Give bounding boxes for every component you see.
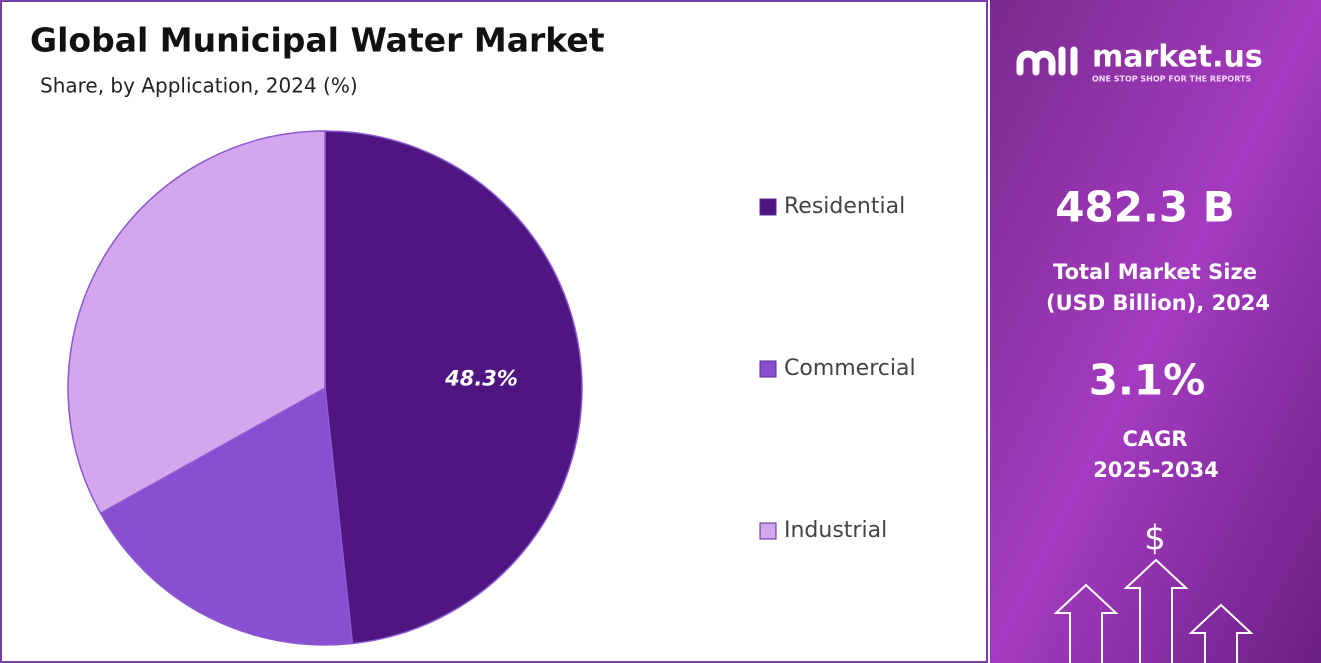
- market-size-label: Total Market Size: [1053, 260, 1257, 284]
- chart-subtitle: Share, by Application, 2024 (%): [40, 74, 358, 98]
- data-label: 48.3%: [444, 367, 518, 391]
- brand-tagline: ONE STOP SHOP FOR THE REPORTS: [1092, 75, 1251, 84]
- cagr-label: 2025-2034: [1093, 458, 1219, 482]
- chart-title: Global Municipal Water Market: [30, 21, 605, 60]
- pie-slice: [99, 386, 354, 646]
- pie: 48.3%: [67, 130, 583, 646]
- brand-name: market.us: [1092, 40, 1263, 75]
- pie-slice: [324, 130, 583, 645]
- legend-label: Commercial: [784, 356, 916, 381]
- legend-swatch: [759, 198, 777, 216]
- pie-slice: [67, 130, 326, 515]
- growth-arrows: [1053, 558, 1254, 663]
- side-panel: [990, 0, 1321, 663]
- cagr-value: 3.1%: [1089, 356, 1205, 405]
- brand-logo: [1016, 46, 1078, 76]
- market-size: 482.3 B: [1055, 183, 1234, 232]
- legend-label: Residential: [784, 194, 905, 219]
- icon-symbol: $: [1144, 519, 1166, 559]
- legend-swatch: [759, 360, 777, 378]
- legend-label: Industrial: [784, 518, 887, 543]
- cagr-label: CAGR: [1122, 427, 1187, 451]
- market-size-label: (USD Billion), 2024: [1046, 291, 1270, 315]
- legend-swatch: [759, 522, 777, 540]
- legend: Residential Commercial Industrial: [759, 194, 916, 543]
